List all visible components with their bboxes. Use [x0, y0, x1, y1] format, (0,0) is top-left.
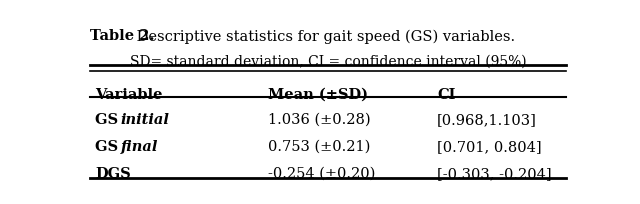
Text: GS: GS [95, 112, 121, 126]
Text: SD= standard deviation, CI = confidence interval (95%): SD= standard deviation, CI = confidence … [130, 54, 526, 68]
Text: -0.254 (±0.20): -0.254 (±0.20) [269, 166, 376, 180]
Text: Mean (±SD): Mean (±SD) [269, 87, 369, 101]
Text: DGS: DGS [95, 166, 131, 180]
Text: 0.753 (±0.21): 0.753 (±0.21) [269, 139, 371, 153]
Text: CI: CI [437, 87, 456, 101]
Text: GS: GS [95, 139, 121, 153]
Text: 1.036 (±0.28): 1.036 (±0.28) [269, 112, 371, 126]
Text: initial: initial [121, 112, 170, 126]
Text: [0.701, 0.804]: [0.701, 0.804] [437, 139, 541, 153]
Text: [-0.303, -0.204]: [-0.303, -0.204] [437, 166, 552, 180]
Text: Descriptive statistics for gait speed (GS) variables.: Descriptive statistics for gait speed (G… [132, 29, 515, 43]
Text: Variable: Variable [95, 87, 163, 101]
Text: Table 2.: Table 2. [90, 29, 154, 43]
Text: final: final [121, 139, 158, 153]
Text: [0.968,1.103]: [0.968,1.103] [437, 112, 537, 126]
